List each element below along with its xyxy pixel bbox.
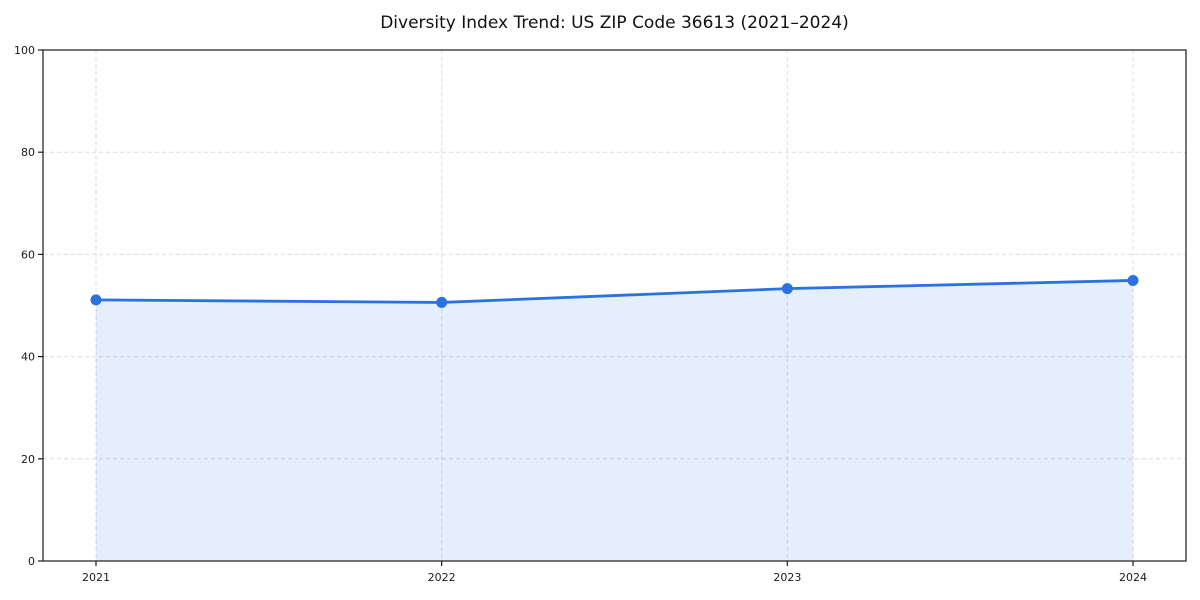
y-tick-label: 40: [21, 351, 35, 364]
y-tick-label: 20: [21, 453, 35, 466]
data-point-2023: [781, 283, 793, 295]
x-tick-label: 2022: [428, 571, 456, 584]
trend-line: [94, 279, 1135, 304]
data-point-2021: [90, 294, 102, 306]
area-fill: [96, 280, 1133, 561]
y-tick-label: 0: [28, 555, 35, 568]
x-tick-label: 2024: [1119, 571, 1147, 584]
y-tick-label: 100: [14, 44, 35, 57]
x-tick-label: 2021: [82, 571, 110, 584]
plot-border: [42, 49, 1187, 562]
data-point-2022: [436, 296, 448, 308]
x-tick-label: 2023: [773, 571, 801, 584]
chart-title: Diversity Index Trend: US ZIP Code 36613…: [380, 13, 849, 33]
data-point-2024: [1127, 274, 1139, 286]
y-tick-label: 80: [21, 146, 35, 159]
y-tick-label: 60: [21, 248, 35, 261]
